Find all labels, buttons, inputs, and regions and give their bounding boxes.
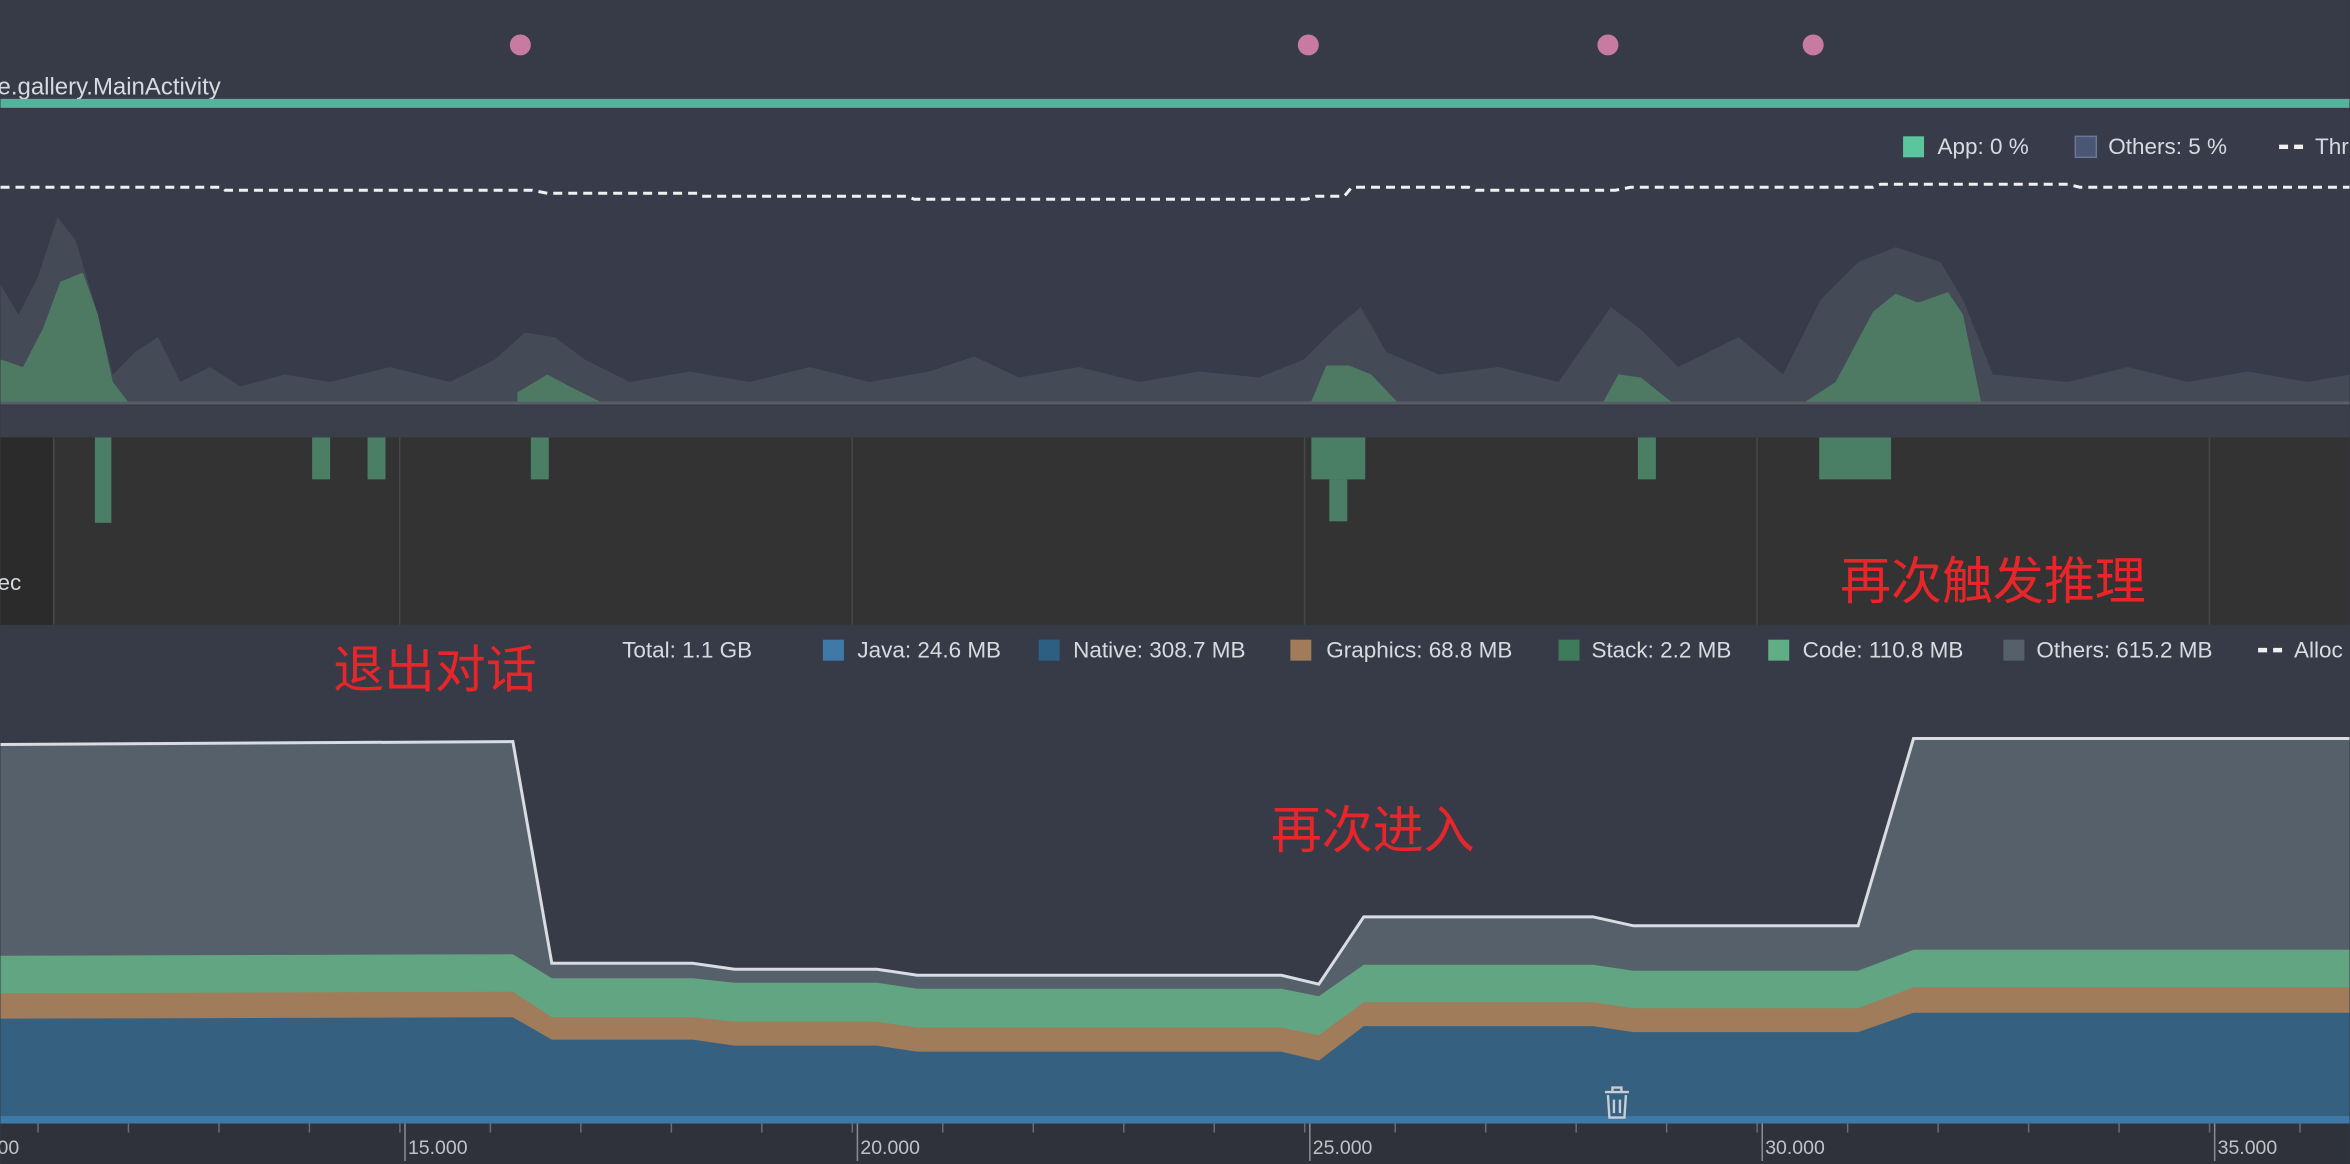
legend-swatch xyxy=(822,639,844,661)
annotation: 退出对话 xyxy=(333,642,537,699)
legend-text: App: 0 % xyxy=(1938,134,2029,159)
legend-text: Others: 5 % xyxy=(2108,134,2227,159)
tick-label: 20.000 xyxy=(860,1137,920,1159)
annotation: 再次进入 xyxy=(1271,802,1475,859)
memory-chart xyxy=(0,737,2350,1124)
thread-track xyxy=(0,437,2350,625)
thread-gutter xyxy=(0,437,53,625)
tick-label: 30.000 xyxy=(1765,1137,1825,1159)
time-axis xyxy=(0,1123,2350,1164)
tick-label: 35.000 xyxy=(2218,1137,2278,1159)
thread-grid xyxy=(52,437,2211,625)
tick-label: 25.000 xyxy=(1313,1137,1373,1159)
legend-text: Code: 110.8 MB xyxy=(1803,638,1964,663)
memory-total-line xyxy=(0,737,2350,986)
annotation: 再次触发推理 xyxy=(1840,553,2146,610)
event-track xyxy=(0,0,2350,113)
gc-icon xyxy=(1604,1086,1629,1119)
legend-swatch xyxy=(1558,639,1580,661)
legend-text: Graphics: 68.8 MB xyxy=(1326,638,1512,663)
legend-swatch xyxy=(1290,639,1312,661)
thread-activity xyxy=(94,437,1892,523)
legend-swatch xyxy=(1038,639,1060,661)
legend-text: Alloc xyxy=(2294,638,2343,663)
memory-total: Total: 1.1 GB xyxy=(622,638,752,663)
memory-legend: Java: 24.6 MB Native: 308.7 MB Graphics: 6… xyxy=(822,638,2343,663)
tick-label: 00 xyxy=(0,1137,19,1159)
legend-text: Stack: 2.2 MB xyxy=(1591,638,1731,663)
legend-text: Native: 308.7 MB xyxy=(1073,638,1245,663)
legend-swatch xyxy=(2074,135,2098,159)
memory-area xyxy=(0,1116,2350,1124)
legend-text: Thr xyxy=(2315,134,2349,159)
thread-label: ec xyxy=(0,570,21,595)
activity-label: e.gallery.MainActivity xyxy=(0,74,221,101)
time-axis-ticks: 00 15.000 20.000 25.000 30.000 35.000 xyxy=(0,1123,2301,1162)
event-dots xyxy=(509,34,1824,56)
activity-bar xyxy=(0,98,2350,108)
memory-area xyxy=(0,1012,2350,1124)
legend-text: Others: 615.2 MB xyxy=(2036,638,2212,663)
legend-swatch xyxy=(1903,136,1925,158)
spacer xyxy=(0,405,2350,438)
legend-swatch xyxy=(1768,639,1790,661)
legend-swatch xyxy=(2003,639,2025,661)
legend-text: Java: 24.6 MB xyxy=(857,638,1001,663)
tick-label: 15.000 xyxy=(408,1137,468,1159)
threads-line xyxy=(0,182,2350,201)
